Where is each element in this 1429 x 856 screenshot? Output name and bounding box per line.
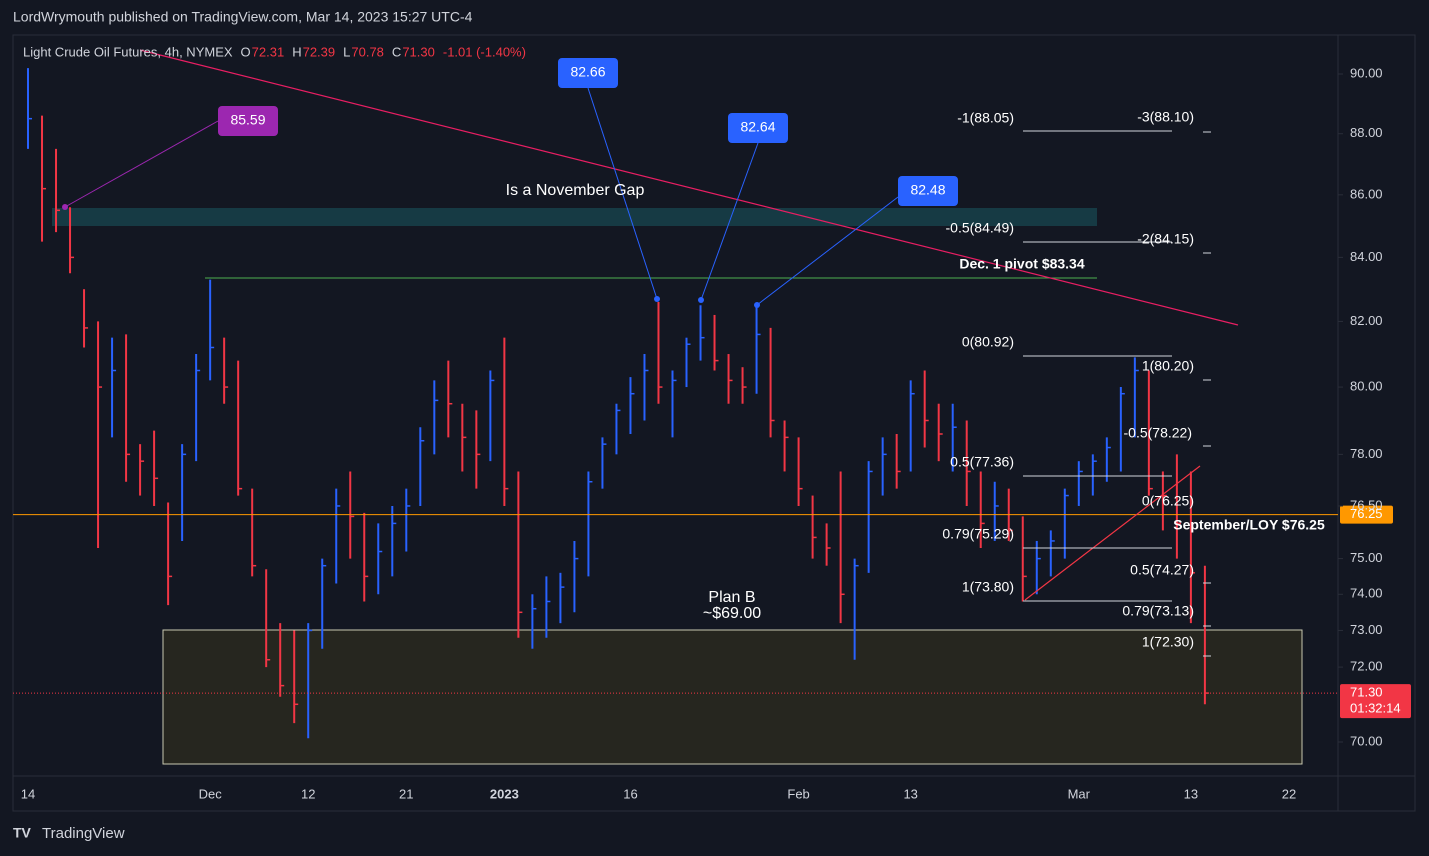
- annotation: 1(80.20): [1142, 358, 1194, 374]
- annotation: ~$69.00: [703, 605, 761, 622]
- x-tick-label: Feb: [787, 786, 809, 801]
- annotation: -3(88.10): [1137, 109, 1194, 125]
- callout-label: 82.64: [740, 119, 775, 135]
- symbol-title: Light Crude Oil Futures, 4h, NYMEX: [23, 44, 233, 59]
- callout-box: [218, 106, 278, 136]
- annotation: Is a November Gap: [506, 182, 645, 199]
- annotation: -0.5(84.49): [946, 220, 1014, 236]
- x-tick-label: 12: [301, 786, 315, 801]
- anchor-dot: [62, 204, 68, 210]
- legend-key: H: [292, 44, 301, 59]
- anchor-dot: [754, 302, 760, 308]
- y-tick-label: 88.00: [1350, 125, 1383, 140]
- x-tick-label: 16: [623, 786, 637, 801]
- annotation: 0.79(73.13): [1122, 603, 1194, 619]
- x-tick-label: 21: [399, 786, 413, 801]
- callout-label: 82.48: [910, 182, 945, 198]
- price-label: 71.30: [1350, 685, 1383, 700]
- y-tick-label: 72.00: [1350, 659, 1383, 674]
- y-tick-label: 82.00: [1350, 313, 1383, 328]
- legend-value: 71.30: [402, 44, 435, 59]
- overlay: Light Crude Oil Futures, 4h, NYMEX O 72.31…: [23, 44, 1411, 719]
- footer-brand: TradingView: [42, 825, 125, 842]
- y-tick-label: 74.00: [1350, 586, 1383, 601]
- logo-mark: TV: [13, 825, 32, 841]
- annotation: 0.5(74.27): [1130, 562, 1194, 578]
- legend-key: O: [241, 44, 251, 59]
- legend-change: -1.01 (-1.40%): [443, 44, 526, 59]
- legend-value: 72.39: [303, 44, 336, 59]
- y-tick-label: 80.00: [1350, 378, 1383, 393]
- annotation: 0(80.92): [962, 334, 1014, 350]
- annotation: 0(76.25): [1142, 493, 1194, 509]
- y-tick-label: 90.00: [1350, 65, 1383, 80]
- legend-key: C: [392, 44, 401, 59]
- fib-lines: [1023, 130, 1211, 657]
- annotation: -2(84.15): [1137, 231, 1194, 247]
- y-tick-label: 70.00: [1350, 733, 1383, 748]
- annotation: 1(72.30): [1142, 634, 1194, 650]
- y-tick-label: 76.50: [1350, 497, 1383, 512]
- x-tick-label: Mar: [1068, 786, 1091, 801]
- callout-label: 82.66: [570, 64, 605, 80]
- footer-logo: TV: [13, 825, 32, 841]
- connector: [700, 142, 759, 301]
- x-tick-label: 2023: [490, 786, 519, 801]
- plan-b-zone: [162, 629, 1303, 765]
- y-tick-label: 86.00: [1350, 186, 1383, 201]
- connector: [64, 120, 219, 208]
- x-tick-label: 13: [1184, 786, 1198, 801]
- countdown-label: 01:32:14: [1350, 701, 1401, 716]
- connector: [756, 196, 899, 306]
- connector: [587, 87, 658, 300]
- trend-line: [139, 49, 1239, 326]
- legend-key: L: [343, 44, 350, 59]
- anchor-dot: [698, 297, 704, 303]
- y-tick-label: 84.00: [1350, 249, 1383, 264]
- callout-connectors: [62, 87, 899, 308]
- price-label-box: [1340, 684, 1411, 719]
- x-tick-label: 14: [21, 786, 35, 801]
- anchor-dot: [654, 296, 660, 302]
- wedge-line: [1024, 465, 1201, 601]
- annotation: 0.79(75.29): [942, 526, 1014, 542]
- publisher-header: LordWrymouth published on TradingView.co…: [13, 9, 473, 25]
- x-tick-label: 22: [1282, 786, 1296, 801]
- annotation: 1(73.80): [962, 579, 1014, 595]
- annotation: -0.5(78.22): [1124, 425, 1192, 441]
- x-tick-label: 13: [903, 786, 917, 801]
- callout-box: [558, 58, 618, 88]
- callout-label: 85.59: [230, 112, 265, 128]
- y-tick-label: 73.00: [1350, 622, 1383, 637]
- price-label: 76.25: [1350, 506, 1383, 521]
- annotation: 0.5(77.36): [950, 454, 1014, 470]
- legend-value: 72.31: [252, 44, 285, 59]
- y-tick-label: 75.00: [1350, 550, 1383, 565]
- annotation: September/LOY $76.25: [1173, 517, 1325, 533]
- callout-box: [728, 113, 788, 143]
- annotation: Plan B: [708, 589, 755, 606]
- price-label-box: [1340, 505, 1393, 524]
- gap-zone: [52, 208, 1097, 226]
- annotation: -1(88.05): [957, 110, 1014, 126]
- legend-value: 70.78: [351, 44, 384, 59]
- x-tick-label: Dec: [199, 786, 223, 801]
- y-tick-label: 78.00: [1350, 446, 1383, 461]
- price-bars: [13, 68, 1338, 739]
- callout-box: [898, 176, 958, 206]
- annotation: Dec. 1 pivot $83.34: [959, 256, 1085, 272]
